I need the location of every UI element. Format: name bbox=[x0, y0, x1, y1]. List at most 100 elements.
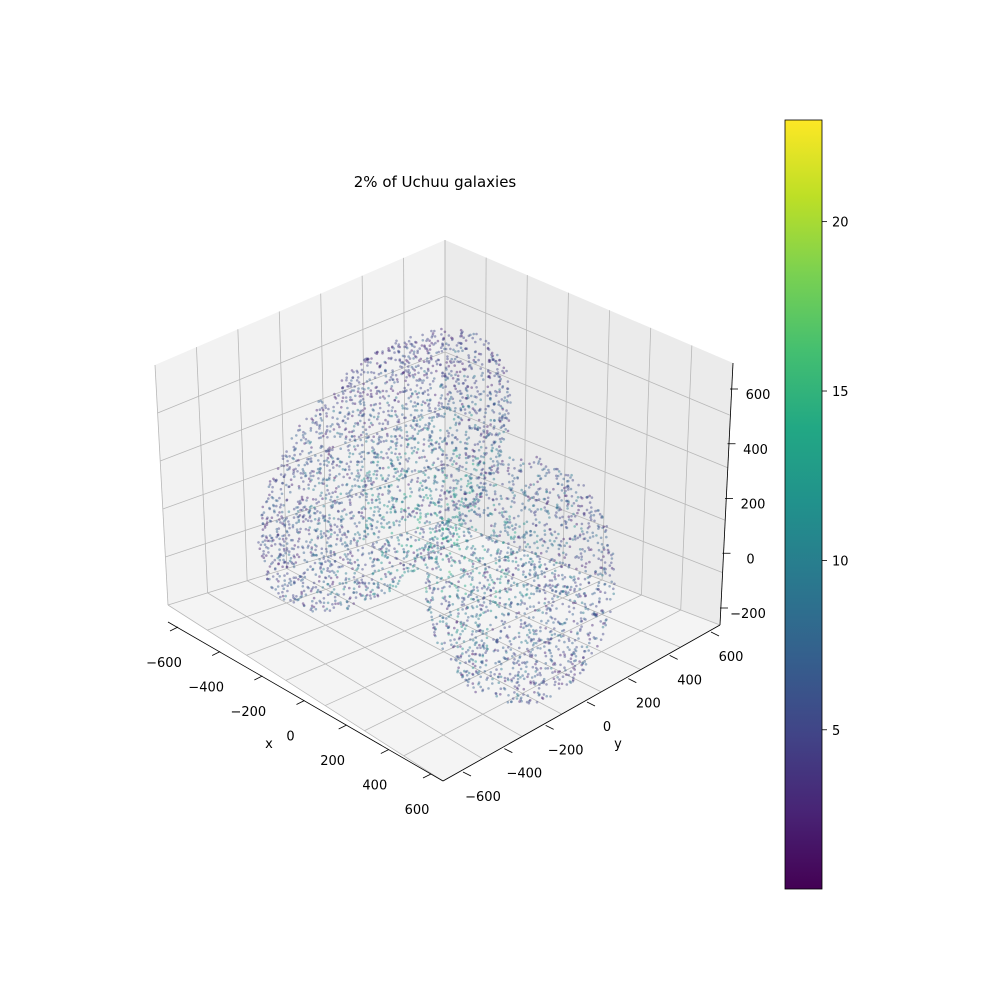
scatter-point bbox=[372, 531, 376, 535]
scatter-point bbox=[300, 497, 304, 501]
scatter-point bbox=[316, 590, 319, 594]
scatter-point bbox=[371, 493, 374, 497]
scatter-point bbox=[384, 554, 388, 557]
scatter-point bbox=[552, 594, 556, 598]
scatter-point bbox=[494, 692, 498, 695]
scatter-point bbox=[555, 511, 558, 514]
scatter-point bbox=[325, 484, 329, 488]
scatter-point bbox=[268, 506, 271, 510]
scatter-point bbox=[480, 495, 483, 498]
scatter-point bbox=[353, 581, 357, 584]
scatter-point bbox=[479, 492, 483, 496]
scatter-point bbox=[450, 475, 453, 478]
scatter-point bbox=[487, 360, 491, 363]
scatter-point bbox=[503, 572, 506, 575]
scatter-point bbox=[508, 640, 512, 643]
grid-line bbox=[680, 345, 693, 611]
scatter-point bbox=[597, 527, 600, 530]
scatter-point bbox=[414, 530, 418, 534]
scatter-point bbox=[298, 575, 302, 578]
scatter-point bbox=[447, 434, 450, 438]
scatter-point bbox=[357, 381, 361, 384]
scatter-point bbox=[294, 467, 297, 471]
scatter-point bbox=[489, 594, 493, 597]
scatter-point bbox=[344, 581, 348, 585]
scatter-point bbox=[485, 632, 488, 635]
scatter-point bbox=[348, 476, 352, 480]
scatter-point bbox=[484, 663, 488, 667]
scatter-point bbox=[372, 435, 376, 439]
scatter-point bbox=[322, 580, 326, 583]
scatter-point bbox=[553, 617, 557, 621]
scatter-point bbox=[322, 557, 326, 560]
scatter-point bbox=[376, 593, 379, 597]
scatter-point bbox=[505, 520, 509, 524]
scatter-point bbox=[357, 563, 360, 567]
scatter-point bbox=[393, 547, 396, 550]
scatter-point bbox=[275, 478, 278, 482]
scatter-point bbox=[601, 573, 604, 577]
scatter-point bbox=[317, 519, 320, 522]
scatter-point bbox=[553, 661, 556, 665]
scatter-point bbox=[548, 638, 551, 641]
scatter-point bbox=[463, 492, 467, 496]
scatter-point bbox=[490, 578, 494, 582]
scatter-point bbox=[337, 485, 340, 488]
scatter-point bbox=[430, 497, 433, 500]
scatter-point bbox=[281, 522, 284, 525]
scatter-point bbox=[376, 417, 379, 421]
scatter-point bbox=[278, 542, 282, 546]
scatter-point bbox=[542, 680, 546, 683]
scatter-point bbox=[468, 411, 472, 414]
scatter-point bbox=[425, 459, 428, 463]
scatter-point bbox=[360, 443, 364, 447]
scatter-point bbox=[505, 651, 508, 654]
scatter-point bbox=[273, 510, 276, 514]
scatter-point bbox=[369, 421, 373, 425]
scatter-point bbox=[548, 528, 551, 531]
scatter-point bbox=[493, 648, 497, 652]
scatter-point bbox=[399, 361, 403, 364]
scatter-point bbox=[398, 523, 401, 527]
scatter-point bbox=[427, 476, 430, 479]
scatter-point bbox=[376, 463, 379, 467]
scatter-point bbox=[423, 455, 426, 459]
scatter-point bbox=[415, 511, 419, 515]
scatter-point bbox=[319, 417, 323, 420]
scatter-point bbox=[534, 654, 537, 657]
scatter-point bbox=[569, 670, 573, 673]
scatter-point bbox=[471, 455, 475, 458]
scatter-point bbox=[580, 555, 583, 558]
scatter-point bbox=[401, 467, 404, 471]
scatter-point bbox=[405, 445, 409, 449]
scatter-point bbox=[474, 457, 478, 460]
scatter-point bbox=[264, 535, 268, 538]
scatter-point bbox=[329, 576, 333, 580]
scatter-point bbox=[365, 525, 368, 529]
scatter-point bbox=[296, 506, 300, 509]
scatter-point bbox=[305, 417, 308, 421]
scatter-point bbox=[467, 405, 471, 409]
scatter-point bbox=[510, 601, 513, 604]
scatter-point bbox=[471, 666, 475, 670]
scatter-point bbox=[296, 553, 299, 556]
scatter-point bbox=[334, 602, 337, 605]
scatter-point bbox=[450, 456, 454, 460]
scatter-point bbox=[392, 347, 396, 350]
scatter-point bbox=[545, 567, 549, 571]
scatter-point bbox=[474, 528, 478, 531]
scatter-point bbox=[505, 634, 509, 637]
scatter-point bbox=[373, 532, 376, 536]
scatter-point bbox=[504, 602, 508, 606]
scatter-point bbox=[403, 386, 407, 390]
scatter-point bbox=[573, 515, 577, 518]
scatter-point bbox=[322, 567, 325, 571]
scatter-point bbox=[471, 336, 475, 340]
scatter-point bbox=[358, 536, 362, 540]
scatter-point bbox=[594, 572, 597, 575]
scatter-point bbox=[522, 626, 525, 630]
scatter-point bbox=[585, 645, 589, 649]
scatter-point bbox=[526, 694, 530, 697]
scatter-point bbox=[283, 534, 286, 537]
scatter-point bbox=[467, 404, 471, 408]
